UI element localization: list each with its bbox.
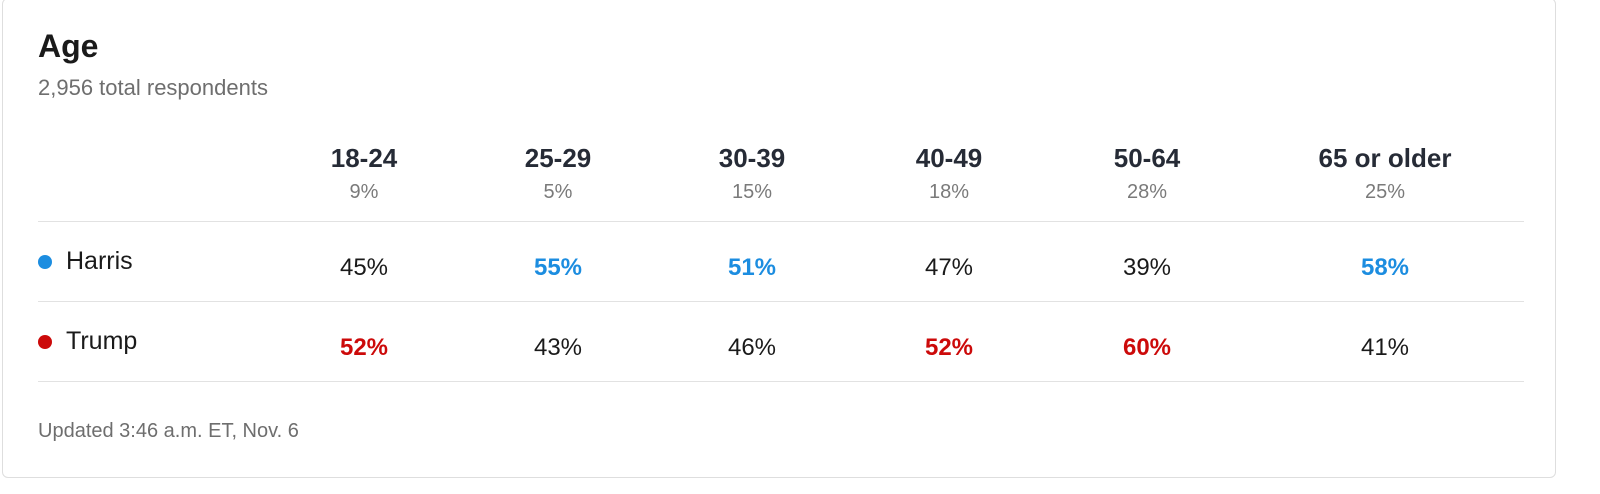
divider [38,381,1524,382]
vote-share: 52% [924,334,974,361]
legend-dot [38,255,52,269]
column-label: 65 or older [1318,143,1452,173]
updated-note: Updated 3:46 a.m. ET, Nov. 6 [38,420,299,442]
vote-share: 52% [339,334,389,361]
legend-dot [38,335,52,349]
column-label: 25-29 [524,143,592,173]
vote-share: 60% [1122,334,1172,361]
vote-share: 46% [727,334,777,361]
vote-share: 41% [1360,334,1410,361]
column-share: 15% [731,181,773,203]
column-share: 25% [1364,181,1406,203]
vote-share: 39% [1122,254,1172,281]
divider [38,221,1524,222]
vote-share: 43% [533,334,583,361]
column-share: 28% [1126,181,1168,203]
column-share: 18% [928,181,970,203]
column-share: 5% [543,181,573,203]
column-share: 9% [349,181,379,203]
vote-share: 45% [339,254,389,281]
vote-share: 47% [924,254,974,281]
vote-share: 51% [727,254,777,281]
column-label: 30-39 [718,143,786,173]
candidate-name: Harris [66,247,133,275]
column-label: 50-64 [1113,143,1181,173]
column-label: 40-49 [915,143,983,173]
vote-share: 58% [1360,254,1410,281]
divider [38,301,1524,302]
column-label: 18-24 [330,143,398,173]
vote-share: 55% [533,254,583,281]
card [2,0,1556,478]
candidate-name: Trump [66,327,138,355]
title: Age [38,28,99,64]
subtitle: 2,956 total respondents [38,75,268,100]
